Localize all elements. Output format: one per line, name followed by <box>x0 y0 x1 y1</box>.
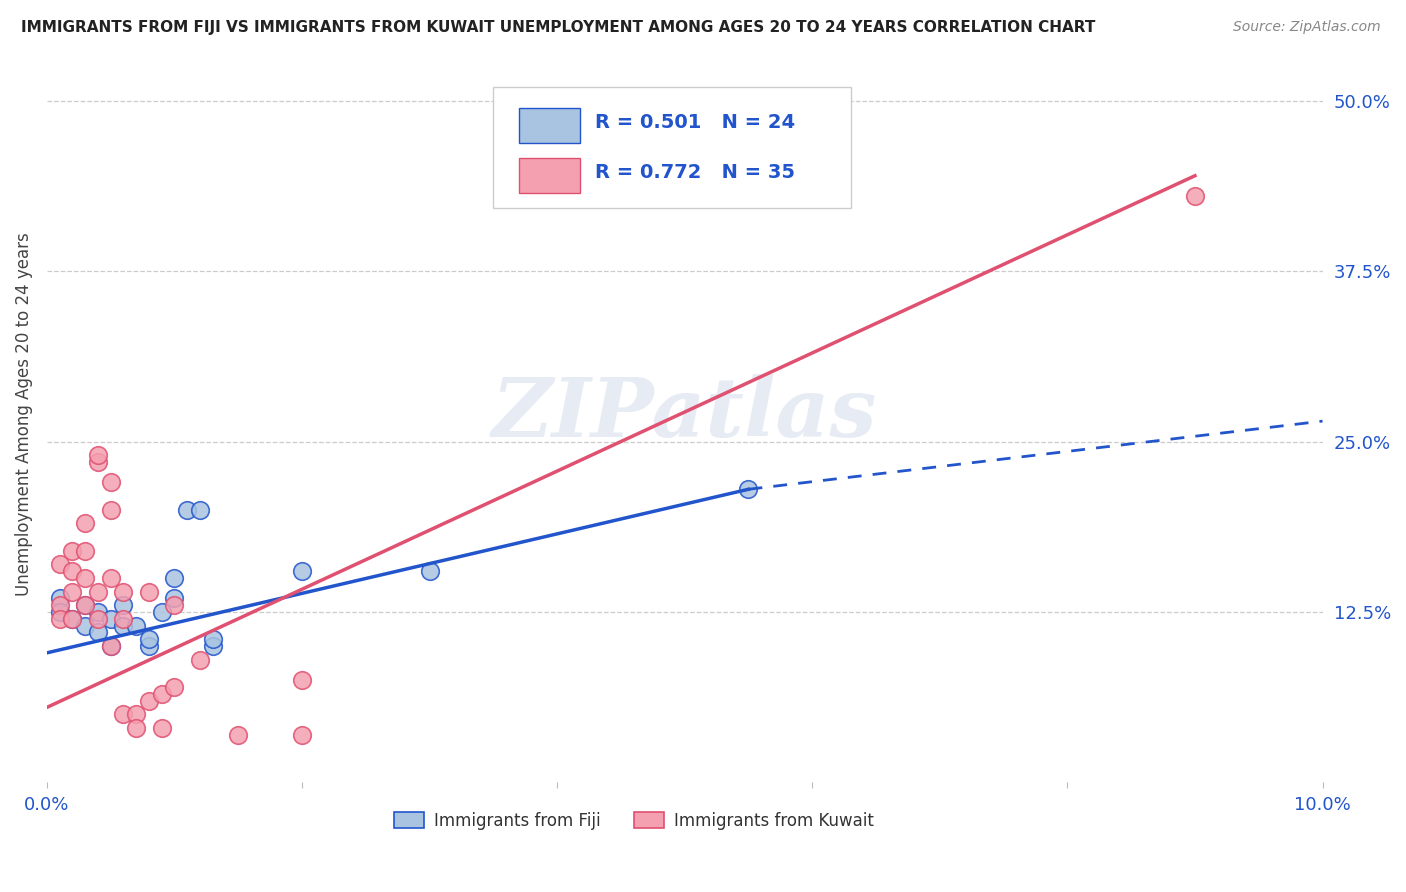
Point <box>75 598 97 612</box>
Point <box>48 605 70 619</box>
Point <box>163 591 186 606</box>
Point <box>100 612 122 626</box>
Point <box>75 618 97 632</box>
Point <box>419 564 441 578</box>
Point <box>100 475 122 490</box>
Point <box>163 571 186 585</box>
Point <box>188 502 211 516</box>
Point <box>87 625 110 640</box>
Point <box>87 584 110 599</box>
Point <box>163 598 186 612</box>
Point <box>48 612 70 626</box>
Text: R = 0.772   N = 35: R = 0.772 N = 35 <box>595 163 796 182</box>
FancyBboxPatch shape <box>519 108 581 143</box>
Point <box>176 502 198 516</box>
Point <box>138 584 160 599</box>
Text: R = 0.501   N = 24: R = 0.501 N = 24 <box>595 112 796 132</box>
FancyBboxPatch shape <box>519 158 581 194</box>
Point <box>100 502 122 516</box>
Point <box>291 564 314 578</box>
Point <box>150 687 173 701</box>
Point <box>87 448 110 462</box>
Point <box>48 558 70 572</box>
Text: IMMIGRANTS FROM FIJI VS IMMIGRANTS FROM KUWAIT UNEMPLOYMENT AMONG AGES 20 TO 24 : IMMIGRANTS FROM FIJI VS IMMIGRANTS FROM … <box>21 20 1095 35</box>
Point <box>291 728 314 742</box>
Y-axis label: Unemployment Among Ages 20 to 24 years: Unemployment Among Ages 20 to 24 years <box>15 233 32 596</box>
Point <box>138 693 160 707</box>
Point <box>138 632 160 647</box>
Point <box>125 707 148 722</box>
Point <box>75 571 97 585</box>
Point <box>60 584 83 599</box>
Text: Source: ZipAtlas.com: Source: ZipAtlas.com <box>1233 20 1381 34</box>
Point <box>75 543 97 558</box>
Point <box>87 455 110 469</box>
Point <box>60 612 83 626</box>
FancyBboxPatch shape <box>494 87 851 208</box>
Point <box>60 564 83 578</box>
Point <box>75 516 97 531</box>
Point <box>201 632 224 647</box>
Point <box>138 639 160 653</box>
Point <box>125 721 148 735</box>
Point <box>150 605 173 619</box>
Point <box>201 639 224 653</box>
Point <box>226 728 249 742</box>
Point <box>112 618 135 632</box>
Point <box>112 612 135 626</box>
Point <box>100 639 122 653</box>
Point <box>150 721 173 735</box>
Point <box>75 598 97 612</box>
Point <box>112 707 135 722</box>
Point <box>737 483 759 497</box>
Point <box>100 571 122 585</box>
Point <box>87 605 110 619</box>
Point <box>48 591 70 606</box>
Point <box>1184 189 1206 203</box>
Point <box>100 639 122 653</box>
Point <box>60 612 83 626</box>
Text: ZIPatlas: ZIPatlas <box>492 375 877 454</box>
Point <box>87 612 110 626</box>
Point <box>112 598 135 612</box>
Point <box>291 673 314 687</box>
Point <box>112 584 135 599</box>
Point <box>163 680 186 694</box>
Point <box>60 543 83 558</box>
Point <box>125 618 148 632</box>
Point <box>48 598 70 612</box>
Point <box>188 653 211 667</box>
Legend: Immigrants from Fiji, Immigrants from Kuwait: Immigrants from Fiji, Immigrants from Ku… <box>387 805 880 837</box>
